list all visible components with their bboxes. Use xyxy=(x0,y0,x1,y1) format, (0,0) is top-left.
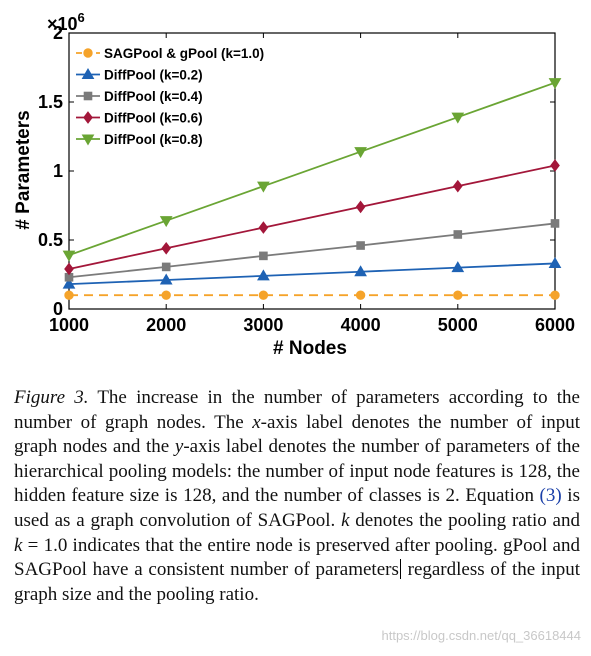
data-point xyxy=(257,269,270,281)
data-point xyxy=(453,230,463,239)
data-point xyxy=(550,290,560,300)
y-exponent-base: ×10 xyxy=(47,14,78,34)
data-point xyxy=(452,179,463,193)
series-3 xyxy=(64,159,560,276)
x-axis-label: # Nodes xyxy=(273,338,347,359)
data-point xyxy=(355,200,366,214)
data-point xyxy=(354,147,367,159)
line-chart: 1000 2000 3000 4000 5000 6000 0 0.5 1 1.5 2 SAGPoo… xyxy=(13,10,575,359)
data-point xyxy=(161,262,171,272)
y-tick-label: 2 xyxy=(53,23,63,43)
legend-swatch-marker xyxy=(83,91,93,101)
series-line xyxy=(68,222,556,279)
caption-text-5: denotes the pooling ratio and xyxy=(349,509,580,531)
y-tick-label: 1 xyxy=(53,161,63,181)
data-point xyxy=(451,112,465,124)
y-exponent-label: ×106 xyxy=(47,10,85,34)
legend: SAGPool & gPool (k=1.0) DiffPool (k=0.2) D… xyxy=(76,46,264,147)
data-point xyxy=(354,265,367,277)
caption-text-7: regardless of the input graph size and t… xyxy=(14,559,580,605)
k-variable: k xyxy=(341,509,350,531)
x-tick-label: 3000 xyxy=(243,315,283,335)
data-point xyxy=(550,219,560,228)
caption-text-2: -axis label denotes the number of input … xyxy=(14,411,580,458)
x-tick-label: 5000 xyxy=(438,315,478,335)
data-point xyxy=(161,290,171,300)
series-line xyxy=(68,164,556,270)
caption-text-1: The increase in the number of parameters… xyxy=(14,387,580,433)
data-point xyxy=(548,256,562,268)
data-point xyxy=(259,251,268,261)
legend-entry: DiffPool (k=0.6) xyxy=(104,111,203,126)
data-point xyxy=(548,78,562,90)
data-point xyxy=(451,261,465,273)
legend-entry: DiffPool (k=0.2) xyxy=(104,68,203,83)
data-point xyxy=(159,273,173,285)
legend-entry: DiffPool (k=0.4) xyxy=(104,89,203,104)
series-1 xyxy=(62,256,562,289)
series-0 xyxy=(64,290,560,300)
data-point xyxy=(62,250,76,262)
series-layer xyxy=(62,78,562,300)
data-point xyxy=(550,159,560,172)
k-variable-2: k xyxy=(14,534,23,556)
data-point xyxy=(355,290,366,300)
data-point xyxy=(161,241,172,255)
equation-reference-link[interactable]: (3) xyxy=(539,485,562,507)
x-tick-label: 2000 xyxy=(146,315,186,335)
x-variable: x xyxy=(252,411,261,433)
data-point xyxy=(62,277,76,289)
x-tick-label: 1000 xyxy=(49,315,89,335)
y-tick-label: 0 xyxy=(53,299,63,319)
data-point xyxy=(453,290,463,300)
data-point xyxy=(64,262,74,276)
data-point xyxy=(258,221,269,234)
data-point xyxy=(64,290,74,300)
data-point xyxy=(257,181,270,193)
legend-swatch-marker xyxy=(81,134,95,146)
data-point xyxy=(159,216,173,228)
legend-swatch-marker xyxy=(81,68,95,79)
y-variable: y xyxy=(174,436,184,458)
y-exponent-power: 6 xyxy=(78,10,85,25)
legend-swatch-marker xyxy=(83,111,93,124)
data-point xyxy=(356,241,365,250)
caption-paragraph: Figure 3. The increase in the number of … xyxy=(14,386,580,607)
legend-swatch-marker xyxy=(83,48,93,58)
x-tick-label: 6000 xyxy=(535,315,575,335)
series-line xyxy=(68,262,556,286)
watermark: https://blog.csdn.net/qq_36618444 xyxy=(381,628,582,643)
figure-caption: Figure 3. The increase in the number of … xyxy=(14,386,580,607)
caption-text-6: = 1.0 indicates that the entire node is … xyxy=(14,534,580,581)
series-line xyxy=(68,81,556,257)
data-point xyxy=(258,290,269,300)
series-4 xyxy=(62,78,562,262)
y-tick-label: 1.5 xyxy=(38,92,63,112)
caption-text-3: -axis label denotes the number of parame… xyxy=(14,436,580,507)
axes: 1000 2000 3000 4000 5000 6000 0 0.5 1 1.5 2 xyxy=(38,23,575,335)
caption-text-4: is used as a graph convolution of SAGPoo… xyxy=(14,485,580,531)
x-tick-label: 4000 xyxy=(341,315,381,335)
text-cursor xyxy=(399,559,401,580)
y-tick-label: 0.5 xyxy=(38,230,63,250)
y-axis-label: # Parameters xyxy=(13,110,34,229)
figure-label: Figure 3. xyxy=(14,387,89,408)
legend-entry: SAGPool & gPool (k=1.0) xyxy=(104,46,264,61)
series-2 xyxy=(64,219,560,282)
legend-entry: DiffPool (k=0.8) xyxy=(104,132,203,147)
